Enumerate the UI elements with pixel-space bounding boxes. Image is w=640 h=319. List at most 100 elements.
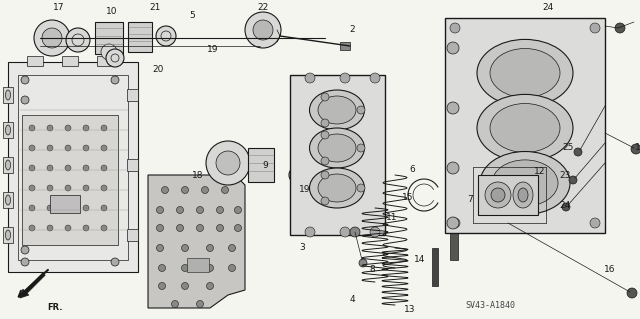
Circle shape [47, 185, 53, 191]
Circle shape [101, 225, 107, 231]
Circle shape [447, 217, 459, 229]
Circle shape [21, 246, 29, 254]
Circle shape [182, 244, 189, 251]
Bar [50, 195, 80, 213]
Circle shape [207, 264, 214, 271]
Ellipse shape [318, 134, 356, 162]
Circle shape [29, 225, 35, 231]
Circle shape [159, 264, 166, 271]
Circle shape [245, 12, 281, 48]
Circle shape [177, 206, 184, 213]
Circle shape [47, 145, 53, 151]
Circle shape [631, 144, 640, 154]
Circle shape [101, 205, 107, 211]
Bar [3, 87, 13, 103]
Circle shape [569, 176, 577, 184]
Circle shape [47, 225, 53, 231]
Bar [187, 258, 209, 272]
Bar [62, 56, 78, 66]
Circle shape [65, 125, 71, 131]
Circle shape [29, 165, 35, 171]
Circle shape [289, 166, 307, 184]
Circle shape [157, 225, 163, 232]
Circle shape [172, 300, 179, 308]
Text: 14: 14 [414, 256, 426, 264]
Circle shape [101, 185, 107, 191]
Ellipse shape [34, 127, 76, 169]
Ellipse shape [6, 160, 10, 170]
Ellipse shape [513, 182, 533, 208]
Circle shape [590, 218, 600, 228]
Bar [8, 62, 138, 272]
Circle shape [305, 227, 315, 237]
Text: 17: 17 [53, 4, 65, 12]
Circle shape [305, 73, 315, 83]
Text: FR.: FR. [47, 303, 63, 313]
Circle shape [615, 23, 625, 33]
Ellipse shape [310, 90, 365, 130]
Circle shape [450, 23, 460, 33]
Circle shape [234, 206, 241, 213]
Circle shape [34, 20, 70, 56]
Circle shape [350, 227, 360, 237]
Circle shape [161, 187, 168, 194]
Circle shape [359, 259, 367, 267]
Circle shape [340, 73, 350, 83]
Ellipse shape [492, 160, 558, 206]
Bar [128, 22, 152, 52]
Circle shape [157, 206, 163, 213]
Circle shape [447, 162, 459, 174]
Circle shape [101, 125, 107, 131]
Circle shape [321, 131, 329, 139]
Circle shape [234, 225, 241, 232]
Ellipse shape [490, 48, 560, 98]
Circle shape [21, 96, 29, 104]
Text: 13: 13 [404, 306, 416, 315]
Bar [127, 229, 138, 241]
Text: 12: 12 [534, 167, 546, 176]
Bar [3, 192, 13, 208]
Circle shape [159, 283, 166, 290]
Bar [432, 248, 438, 286]
Text: 24: 24 [559, 201, 571, 210]
Ellipse shape [318, 96, 356, 124]
Ellipse shape [30, 185, 80, 235]
Circle shape [447, 102, 459, 114]
Bar [127, 159, 138, 171]
Ellipse shape [318, 174, 356, 202]
Ellipse shape [477, 94, 573, 162]
Circle shape [370, 73, 380, 83]
Circle shape [182, 264, 189, 271]
Circle shape [321, 157, 329, 165]
Circle shape [156, 26, 176, 46]
Circle shape [321, 93, 329, 101]
Circle shape [340, 227, 350, 237]
Ellipse shape [485, 182, 511, 208]
Circle shape [357, 106, 365, 114]
Circle shape [83, 185, 89, 191]
Circle shape [101, 165, 107, 171]
Circle shape [157, 244, 163, 251]
Circle shape [221, 187, 228, 194]
Circle shape [207, 283, 214, 290]
Circle shape [29, 205, 35, 211]
Polygon shape [148, 175, 245, 308]
Bar [3, 122, 13, 138]
Circle shape [47, 205, 53, 211]
Circle shape [42, 28, 62, 48]
Circle shape [177, 225, 184, 232]
Ellipse shape [6, 230, 10, 240]
Ellipse shape [28, 121, 83, 175]
Text: 18: 18 [192, 170, 204, 180]
Bar [97, 56, 113, 66]
Bar [22, 115, 118, 245]
Text: 5: 5 [189, 11, 195, 20]
Bar [248, 148, 274, 182]
Bar [95, 22, 123, 54]
Text: 22: 22 [257, 4, 269, 12]
Ellipse shape [518, 188, 528, 202]
Ellipse shape [310, 128, 365, 168]
Bar [3, 157, 13, 173]
Text: 23: 23 [559, 170, 571, 180]
Bar [445, 18, 605, 233]
